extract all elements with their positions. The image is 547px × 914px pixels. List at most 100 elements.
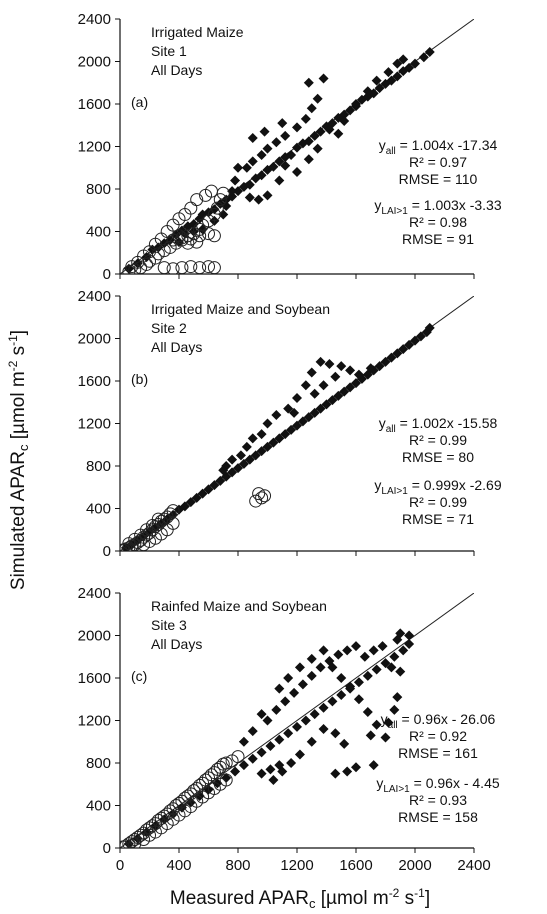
diamond-point	[247, 156, 258, 167]
site-label-line: Rainfed Maize and Soybean	[151, 598, 327, 614]
diamond-point	[383, 717, 394, 728]
diamond-point	[292, 167, 302, 177]
diamond-point	[292, 142, 302, 153]
diamond-point	[300, 715, 311, 726]
diamond-point	[315, 356, 326, 367]
diamond-point	[233, 463, 243, 474]
diamond-point	[395, 666, 406, 677]
eq-subscript: all	[386, 146, 396, 157]
eq-body: = 0.96x - 26.06	[398, 711, 496, 727]
y-tick-label: 2400	[78, 288, 111, 305]
eq-body: = 1.004x -17.34	[396, 137, 498, 153]
diamond-point	[297, 416, 308, 427]
plot-area	[120, 19, 474, 274]
diamond-point	[209, 480, 220, 491]
diamond-point	[418, 52, 429, 63]
panel-1: 0 400 800 1200 1600 2000 2400 Irrigated Maize a…	[78, 288, 502, 560]
y-tick-label: 2000	[78, 628, 111, 645]
diamond-point	[241, 162, 252, 173]
diamond-point	[274, 175, 285, 186]
open-circle-point	[190, 235, 204, 249]
open-circle-point	[210, 201, 224, 215]
diamond-point	[233, 162, 243, 173]
open-circle-point	[166, 262, 180, 274]
diamond-point	[247, 753, 258, 764]
regression-equation-all: yall = 1.002x -15.58	[379, 415, 498, 435]
diamond-point	[330, 728, 341, 739]
diamond-point	[353, 369, 364, 380]
diamond-point	[185, 497, 196, 508]
diamond-point	[292, 393, 302, 403]
diamond-point	[292, 721, 302, 732]
diamond-point	[274, 433, 285, 444]
diamond-point	[271, 137, 282, 148]
site-label-line: All Days	[151, 636, 202, 652]
diamond-point	[303, 77, 314, 88]
regression-equation-all: yall = 0.96x - 26.06	[381, 711, 496, 731]
eq-y: y	[379, 415, 386, 431]
open-circle-point	[213, 193, 227, 207]
diamond-point	[277, 118, 288, 129]
diamond-point	[262, 190, 273, 201]
diamond-point	[398, 54, 409, 65]
open-circle-point	[219, 773, 233, 787]
diamond-point	[256, 446, 267, 457]
diamond-point	[294, 749, 305, 760]
eq-body: = 0.96x - 4.45	[410, 775, 500, 791]
r-squared-all: R² = 0.99	[409, 432, 467, 448]
diamond-point	[345, 681, 356, 692]
open-circle-point	[258, 489, 272, 503]
diamond-point	[410, 58, 420, 69]
diamond-point	[342, 766, 353, 777]
diamond-point	[303, 154, 314, 165]
rmse-all: RMSE = 110	[399, 171, 478, 187]
diamond-point	[241, 441, 252, 452]
diamond-point	[318, 645, 329, 656]
panel-label: (c)	[131, 668, 147, 684]
diamond-point	[336, 673, 347, 683]
diamond-point	[286, 758, 297, 768]
open-circle-point	[255, 491, 269, 505]
eq-subscript: LAI>1	[381, 206, 408, 217]
site-label-line: Site 3	[151, 617, 187, 633]
open-circle-point	[128, 263, 142, 274]
diamond-point	[315, 403, 326, 414]
diamond-point	[380, 732, 391, 743]
diamond-point	[398, 645, 409, 656]
diamond-point	[424, 46, 435, 57]
diamond-point	[345, 382, 356, 393]
diamond-point	[238, 458, 249, 469]
x-tick-label: 2000	[398, 857, 431, 874]
diamond-point	[404, 630, 415, 641]
eq-subscript: LAI>1	[383, 784, 410, 795]
diamond-point	[351, 641, 361, 652]
diamond-point	[398, 344, 409, 355]
eq-subscript: LAI>1	[381, 486, 408, 497]
panel-2: 0 400 800 1200 1600 2000 2400 0 400 800 1200 1600 20…	[78, 585, 500, 874]
eq-body: = 1.003x -3.33	[408, 197, 502, 213]
eq-body: = 0.999x -2.69	[408, 477, 502, 493]
diamond-point	[345, 365, 356, 376]
diamond-point	[238, 736, 249, 747]
diamond-point	[256, 429, 267, 440]
diamond-point	[342, 645, 353, 656]
site-label-line: All Days	[151, 62, 202, 78]
diamond-point	[362, 86, 373, 97]
plot-area	[120, 296, 474, 551]
diamond-point	[265, 764, 276, 775]
diamond-point	[286, 150, 297, 160]
diamond-point	[280, 130, 291, 141]
diamond-point	[359, 651, 370, 662]
r-squared-lai: R² = 0.99	[409, 494, 467, 510]
diamond-point	[286, 424, 297, 435]
site-label-line: Irrigated Maize	[151, 24, 244, 40]
diamond-point	[336, 361, 347, 372]
open-circle-point	[193, 229, 207, 243]
y-tick-label: 1600	[78, 670, 111, 687]
diamond-point	[389, 651, 400, 662]
diamond-point	[392, 71, 403, 82]
diamond-point	[218, 465, 229, 476]
diamond-point	[315, 126, 326, 137]
diamond-point	[256, 150, 267, 160]
diamond-point	[386, 662, 397, 673]
